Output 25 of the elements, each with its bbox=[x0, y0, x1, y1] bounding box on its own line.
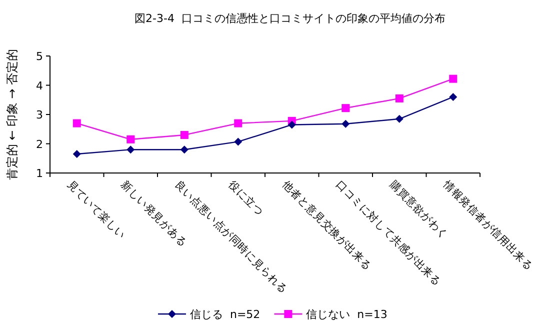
y-tick-label: 5 bbox=[36, 50, 43, 63]
point bbox=[395, 114, 404, 123]
point bbox=[180, 146, 188, 154]
point bbox=[234, 138, 242, 146]
y-tick-label: 1 bbox=[36, 167, 43, 180]
point bbox=[395, 94, 404, 102]
point bbox=[342, 104, 350, 112]
legend-label: 信じる n=52 bbox=[190, 308, 260, 321]
y-tick-label: 2 bbox=[36, 138, 43, 151]
point bbox=[126, 135, 135, 144]
x-tick-label: 役に立つ bbox=[226, 178, 266, 218]
point bbox=[449, 74, 458, 83]
y-tick-label: 3 bbox=[36, 108, 43, 122]
point bbox=[126, 146, 135, 154]
point bbox=[288, 120, 296, 129]
point bbox=[72, 150, 81, 158]
point bbox=[72, 119, 81, 128]
chart-title: 図2-3-4 口コミの信憑性と口コミサイトの印象の平均値の分布 bbox=[134, 12, 446, 25]
y-axis-title: 肯定的 ← 印象 → 否定的 bbox=[5, 48, 19, 180]
legend-label: 信じない n=13 bbox=[306, 308, 388, 321]
point bbox=[449, 92, 458, 101]
point bbox=[234, 119, 242, 128]
y-tick-label: 4 bbox=[36, 79, 43, 92]
point bbox=[342, 120, 350, 128]
point bbox=[180, 130, 188, 139]
